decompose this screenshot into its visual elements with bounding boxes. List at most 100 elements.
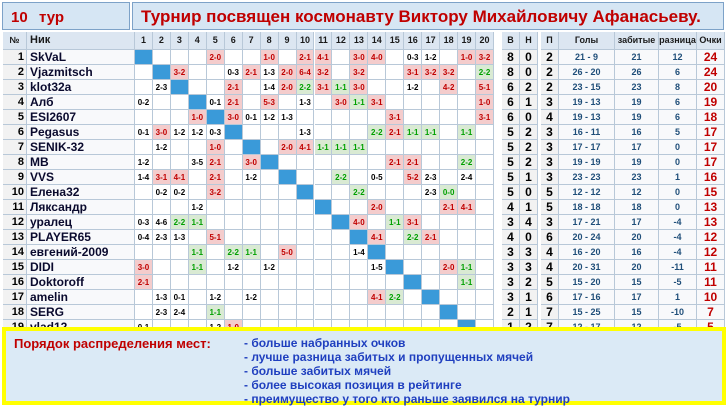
match-score: [188, 140, 207, 155]
match-score: [278, 185, 297, 200]
match-score: [242, 125, 261, 140]
points-total: 20: [697, 80, 725, 95]
draws-count: 3: [520, 245, 538, 260]
match-score: [278, 305, 297, 320]
match-score: 1-0: [476, 95, 494, 110]
wins-count: 3: [502, 260, 520, 275]
tour-number: 10: [11, 9, 28, 26]
wins-count: 8: [502, 65, 520, 80]
goals-ratio: 18 - 18: [559, 200, 615, 215]
ranking-rules-title: Порядок распределения мест:: [14, 336, 211, 351]
match-score: 2-1: [422, 230, 441, 245]
player-nick: klot32a: [27, 80, 135, 95]
match-score: 3-0: [350, 80, 369, 95]
match-score: 3-2: [206, 185, 225, 200]
match-score: 2-1: [224, 80, 243, 95]
match-score: 3-2: [422, 65, 441, 80]
match-score: 4-0: [368, 50, 387, 65]
goal-difference: 6: [659, 110, 697, 125]
draws-count: 2: [520, 275, 538, 290]
match-score: [260, 290, 279, 305]
losses-count: 3: [541, 155, 559, 170]
match-score: 1-3: [152, 290, 171, 305]
match-score: [296, 260, 315, 275]
diagonal-cell: [440, 305, 459, 320]
losses-count: 2: [541, 65, 559, 80]
match-score: [260, 200, 279, 215]
match-score: [368, 275, 387, 290]
match-score: [458, 95, 477, 110]
match-score: [386, 305, 405, 320]
header-round: 2: [152, 32, 171, 50]
diagonal-cell: [242, 140, 261, 155]
draws-count: 4: [520, 215, 538, 230]
points-total: 15: [697, 185, 725, 200]
wins-count: 8: [502, 50, 520, 65]
draws-count: 2: [520, 80, 538, 95]
match-score: [332, 305, 351, 320]
header-wins: В: [502, 32, 520, 50]
draws-count: 2: [520, 125, 538, 140]
header-round: 15: [386, 32, 405, 50]
match-score: 2-0: [440, 260, 459, 275]
match-score: [296, 305, 315, 320]
match-score: [458, 185, 477, 200]
row-number: 7: [3, 140, 27, 155]
match-score: 2-0: [368, 200, 387, 215]
ranking-rule-item: - более высокая позиция в рейтинге: [244, 378, 462, 392]
match-score: 1-2: [206, 290, 225, 305]
draws-count: 0: [520, 230, 538, 245]
match-score: 3-2: [170, 65, 189, 80]
draws-count: 1: [520, 170, 538, 185]
match-score: 0-4: [135, 230, 153, 245]
match-score: 1-1: [188, 245, 207, 260]
match-score: 1-1: [422, 125, 441, 140]
diagonal-cell: [152, 65, 171, 80]
match-score: [332, 185, 351, 200]
header-round: 16: [404, 32, 423, 50]
match-score: [278, 230, 297, 245]
match-score: [458, 80, 477, 95]
match-score: 4-1: [314, 50, 333, 65]
match-score: [188, 65, 207, 80]
match-score: 1-3: [278, 110, 297, 125]
match-score: [170, 200, 189, 215]
goals-scored: 20: [615, 230, 659, 245]
losses-count: 3: [541, 125, 559, 140]
match-score: [296, 170, 315, 185]
wins-count: 3: [502, 215, 520, 230]
points-total: 10: [697, 290, 725, 305]
losses-count: 3: [541, 215, 559, 230]
match-score: [314, 155, 333, 170]
match-score: [314, 290, 333, 305]
header-diff: разница: [659, 32, 697, 50]
match-score: [314, 110, 333, 125]
match-score: [188, 305, 207, 320]
points-total: 11: [697, 260, 725, 275]
row-number: 3: [3, 80, 27, 95]
match-score: [152, 50, 171, 65]
match-score: 2-0: [278, 65, 297, 80]
match-score: [170, 50, 189, 65]
match-score: 4-0: [350, 215, 369, 230]
match-score: [332, 155, 351, 170]
goals-scored: 17: [615, 290, 659, 305]
match-score: [135, 110, 153, 125]
match-score: [458, 65, 477, 80]
match-score: [404, 245, 423, 260]
match-score: 2-2: [368, 125, 387, 140]
match-score: [350, 110, 369, 125]
points-total: 16: [697, 170, 725, 185]
match-score: [314, 305, 333, 320]
match-score: [368, 140, 387, 155]
wins-count: 4: [502, 230, 520, 245]
match-score: 5-2: [404, 170, 423, 185]
goals-ratio: 15 - 20: [559, 275, 615, 290]
wins-count: 3: [502, 275, 520, 290]
row-number: 14: [3, 245, 27, 260]
match-score: [296, 290, 315, 305]
goal-difference: 0: [659, 200, 697, 215]
match-score: [440, 275, 459, 290]
diagonal-cell: [386, 260, 405, 275]
row-number: 18: [3, 305, 27, 320]
